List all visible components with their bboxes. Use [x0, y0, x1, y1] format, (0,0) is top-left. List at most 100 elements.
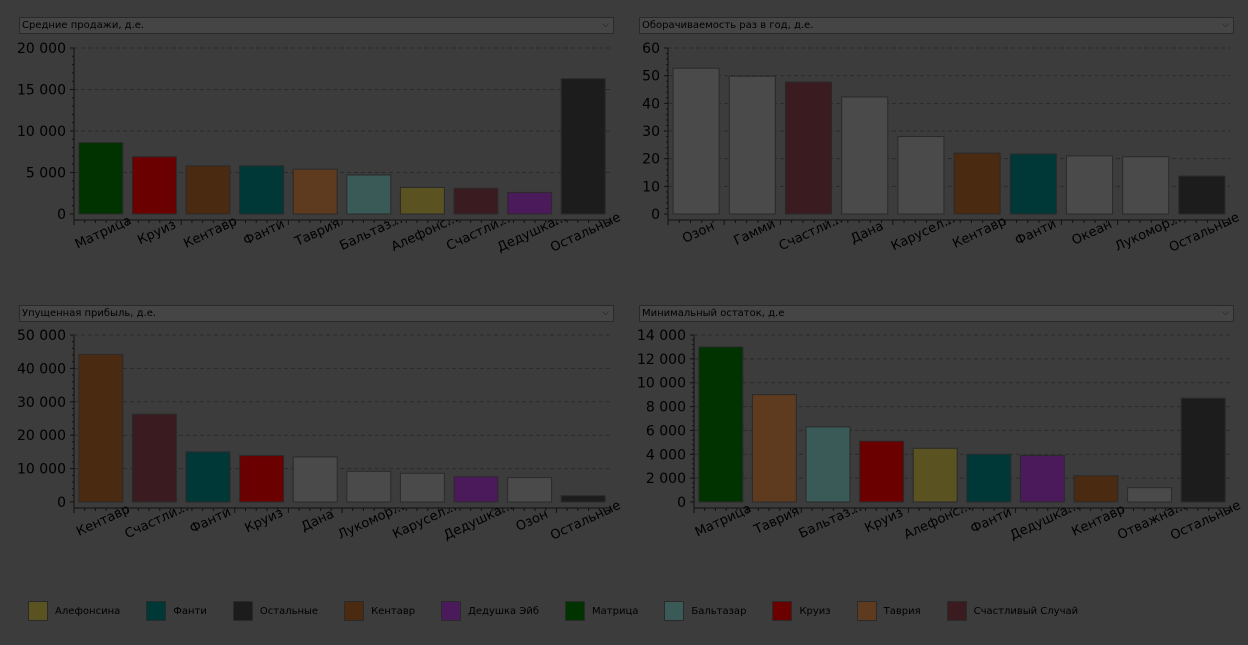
legend-swatch: [946, 601, 967, 621]
legend-swatch: [856, 601, 877, 621]
y-tick-label: 8 000: [646, 400, 686, 416]
bar: [912, 447, 958, 503]
bar: [1009, 153, 1057, 215]
y-tick-label: 10: [642, 179, 660, 195]
bar: [78, 353, 124, 503]
legend-swatch: [565, 601, 586, 621]
bar: [672, 67, 720, 215]
bar: [185, 451, 231, 503]
x-tick-label: Фанти: [968, 505, 1014, 537]
bar: [897, 136, 945, 215]
legend-label: Круиз: [799, 605, 831, 617]
bar: [292, 168, 338, 215]
legend-label: Дедушка Эйб: [468, 605, 540, 617]
bar: [966, 453, 1012, 503]
bar: [292, 456, 338, 503]
bar: [399, 186, 445, 215]
metric-select-3-label: Упущенная прибыль, д.е.: [22, 308, 157, 319]
y-tick-label: 0: [57, 495, 66, 511]
bar: [728, 75, 776, 215]
bar: [507, 477, 553, 503]
legend-label: Счастливый Случай: [973, 605, 1079, 617]
bar: [453, 187, 499, 215]
bar: [78, 142, 124, 215]
legend-label: Матрица: [592, 605, 639, 617]
x-tick-label: Матрица: [693, 501, 754, 540]
y-tick-label: 30 000: [17, 395, 66, 411]
y-tick-label: 50: [642, 69, 660, 85]
chevron-down-icon: ⌵: [1222, 308, 1229, 318]
bar: [239, 165, 285, 215]
metric-select-3[interactable]: Упущенная прибыль, д.е. ⌵: [19, 305, 614, 322]
chevron-down-icon: ⌵: [602, 20, 609, 30]
legend-swatch: [441, 601, 462, 621]
chart-legend: Алефонсина Фанти Остальные Кентавр Дедушка Э…: [28, 600, 1104, 622]
metric-select-2[interactable]: Оборачиваемость раз в год, д.е. ⌵: [639, 17, 1234, 34]
x-tick-label: Алефонс...: [902, 499, 974, 543]
y-tick-label: 12 000: [637, 352, 686, 368]
x-tick-label: Бальтаз...: [797, 500, 865, 542]
y-tick-label: 2 000: [646, 471, 686, 487]
y-tick-label: 0: [57, 207, 66, 223]
bar: [1180, 397, 1226, 503]
legend-item: Фанти: [146, 601, 207, 621]
y-tick-label: 20: [642, 152, 660, 168]
legend-label: Бальтазар: [691, 605, 747, 617]
bar: [399, 472, 445, 503]
bar: [507, 191, 553, 215]
bar: [859, 440, 905, 503]
bar: [1127, 487, 1173, 503]
y-tick-label: 14 000: [637, 328, 686, 344]
y-tick-label: 20 000: [17, 41, 66, 57]
legend-label: Таврия: [883, 605, 921, 617]
y-tick-label: 10 000: [17, 462, 66, 478]
bar: [185, 165, 231, 215]
bar: [1065, 155, 1114, 215]
legend-item: Дедушка Эйб: [441, 601, 539, 621]
legend-swatch: [344, 601, 365, 621]
y-tick-label: 10 000: [637, 376, 686, 392]
y-tick-label: 20 000: [17, 428, 66, 444]
chart-min-stock: 0 2 000 4 000 6 000 8 000 10 000 12 000 14 000 М…: [637, 328, 1243, 544]
y-tick-label: 15 000: [17, 83, 66, 99]
y-tick-label: 6 000: [646, 423, 686, 439]
bar: [1178, 175, 1226, 215]
legend-item: Матрица: [565, 601, 638, 621]
y-tick-label: 30: [642, 124, 660, 140]
legend-swatch: [232, 601, 253, 621]
bar: [560, 495, 606, 503]
legend-swatch: [28, 601, 48, 621]
metric-select-1-label: Средние продажи, д.е.: [22, 20, 145, 31]
bar: [239, 455, 285, 503]
legend-swatch: [664, 601, 685, 621]
bar: [131, 413, 177, 503]
y-tick-label: 60: [642, 41, 660, 57]
metric-select-4-label: Минимальный остаток, д.е: [642, 308, 785, 319]
legend-label: Фанти: [173, 605, 207, 617]
y-tick-label: 10 000: [17, 124, 66, 140]
legend-item: Круиз: [772, 601, 831, 621]
x-tick-label: Круиз: [863, 505, 906, 536]
bar: [453, 476, 499, 503]
legend-item: Алефонсина: [28, 601, 120, 621]
metric-select-4[interactable]: Минимальный остаток, д.е ⌵: [639, 305, 1234, 322]
y-tick-label: 0: [677, 495, 686, 511]
bar: [805, 426, 851, 503]
bar: [346, 174, 392, 215]
chevron-down-icon: ⌵: [1222, 20, 1229, 30]
bar: [131, 156, 177, 215]
legend-label: Остальные: [259, 605, 319, 617]
x-tick-label: Дедушка...: [1008, 498, 1082, 543]
metric-select-1[interactable]: Средние продажи, д.е. ⌵: [19, 17, 614, 34]
bar: [841, 96, 889, 215]
bar: [698, 346, 744, 503]
y-tick-label: 0: [651, 207, 660, 223]
bar: [560, 78, 606, 215]
legend-swatch: [146, 601, 167, 621]
bar: [346, 470, 392, 503]
legend-item: Счастливый Случай: [946, 601, 1079, 621]
legend-label: Алефонсина: [55, 605, 121, 617]
